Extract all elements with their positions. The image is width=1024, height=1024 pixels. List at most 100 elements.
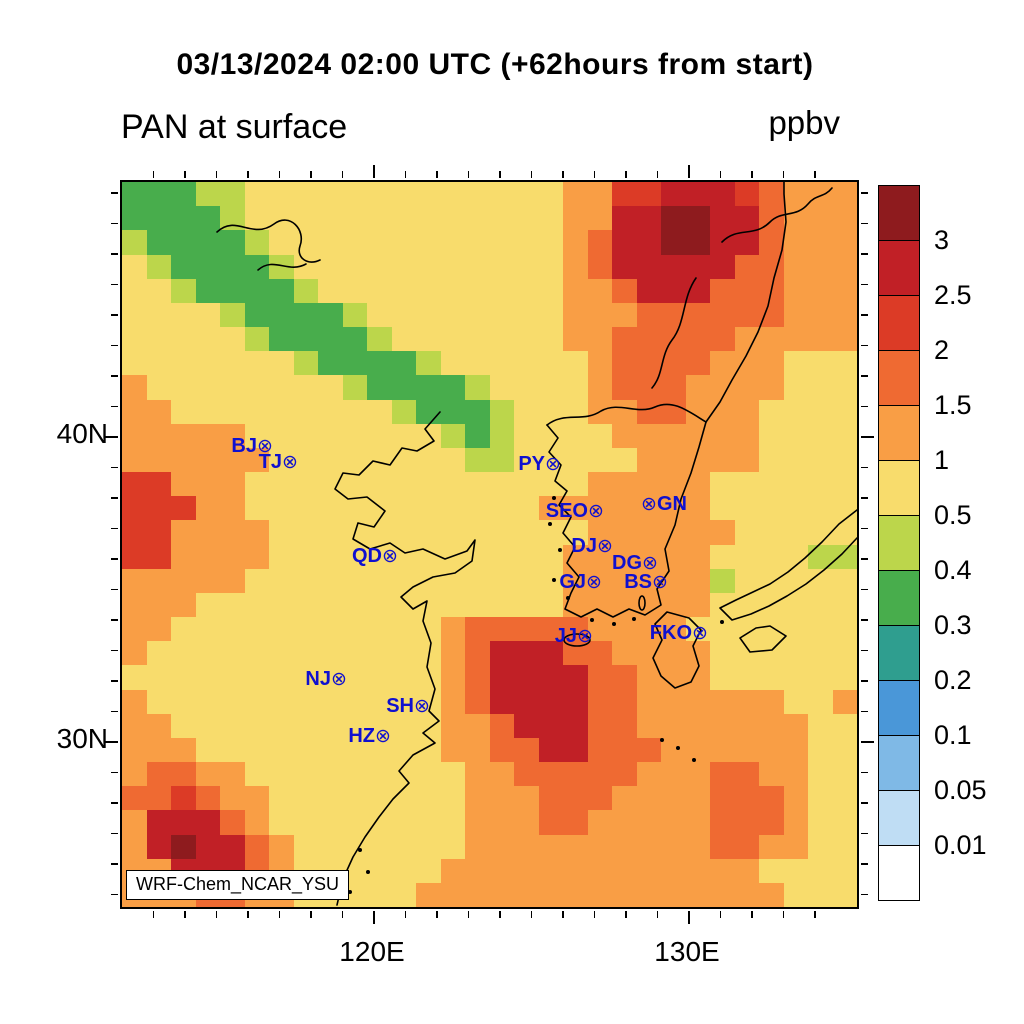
contour-cell [171,302,197,328]
contour-cell [122,399,148,425]
axis-tick [625,911,627,918]
contour-cell [808,327,834,352]
contour-cell [416,278,442,304]
contour-cell [171,278,197,304]
contour-cell [269,375,295,401]
contour-cell [293,375,319,401]
contour-cell [832,278,857,304]
contour-cell [587,254,613,280]
contour-cell [416,327,442,352]
contour-cell [465,302,491,328]
contour-cell [367,278,393,304]
contour-cell [465,375,491,401]
contour-cell [489,230,515,256]
axis-tick [656,911,659,918]
units-label: ppbv [768,104,840,141]
contour-cell [538,375,564,401]
contour-cell [465,230,491,256]
contour-cell [122,230,148,256]
axis-tick [111,192,118,194]
axis-tick [184,911,186,918]
contour-cell [244,302,270,328]
axis-tick [751,171,753,178]
axis-tick [593,911,596,918]
colorbar-cell [879,295,919,350]
contour-cell [538,351,564,377]
contour-cell [612,327,638,352]
axis-tick [184,171,186,178]
axis-tick [111,558,118,560]
contour-cell [318,278,344,304]
axis-tick [373,165,375,178]
contour-cell [122,327,148,352]
axis-tick [861,771,868,774]
contour-cell [269,351,295,377]
contour-cell [122,423,148,449]
axis-tick [499,911,501,918]
axis-tick [467,911,470,918]
contour-cell [832,206,857,232]
axis-tick [861,253,868,255]
colorbar-cell [879,790,919,845]
contour-cell [612,230,638,256]
contour-cell [293,351,319,377]
axis-tick [593,171,596,178]
contour-cell [391,230,417,256]
axis-tick [111,710,118,713]
colorbar-cell [879,570,919,625]
contour-cell [367,351,393,377]
axis-tick [861,893,868,896]
contour-cell [342,206,368,232]
contour-cell [636,254,662,280]
axis-tick [861,222,868,225]
contour-cell [293,423,319,449]
contour-cell [244,327,270,352]
contour-cell [391,278,417,304]
contour-cell [220,399,246,425]
contour-cell [122,351,148,377]
contour-cell [391,302,417,328]
contour-cell [440,302,466,328]
contour-cell [244,399,270,425]
axis-tick [404,911,407,918]
contour-cell [391,375,417,401]
contour-cell [514,206,540,232]
contour-cell [195,302,221,328]
axis-tick [861,649,868,652]
contour-cell [342,182,368,207]
axis-label-120E: 120E [339,936,405,967]
contour-cell [465,254,491,280]
contour-cell [122,182,148,207]
contour-cell [171,206,197,232]
contour-cell [514,399,540,425]
axis-tick [111,253,118,255]
contour-cell [220,302,246,328]
colorbar-cell [879,845,919,900]
axis-tick [861,527,868,530]
axis-label-30N: 30N [56,723,108,754]
contour-cell [195,375,221,401]
contour-cell [538,278,564,304]
colorbar-cell [879,735,919,790]
contour-cell [440,182,466,207]
contour-cell [342,302,368,328]
contour-cell [563,206,589,232]
contour-cell [832,327,857,352]
colorbar-cell [879,186,919,240]
axis-tick [861,558,868,560]
axis-tick [861,192,868,194]
contour-cell [489,423,515,449]
contour-cell [122,278,148,304]
contour-cell [808,302,834,328]
axis-tick [152,911,155,918]
axis-tick [467,171,470,178]
contour-cell [293,182,319,207]
contour-cell [146,182,172,207]
axis-tick [436,911,438,918]
contour-cell [146,230,172,256]
axis-tick [247,171,249,178]
axis-tick [373,911,375,924]
contour-cell [514,230,540,256]
contour-cell [489,254,515,280]
